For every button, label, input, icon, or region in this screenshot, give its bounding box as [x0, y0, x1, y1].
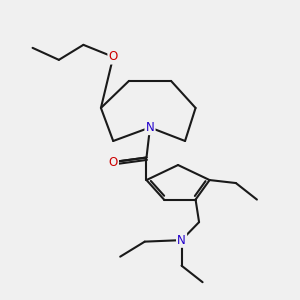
Text: O: O — [109, 155, 118, 169]
Text: N: N — [146, 121, 154, 134]
Text: O: O — [109, 50, 118, 63]
Text: N: N — [177, 234, 186, 247]
